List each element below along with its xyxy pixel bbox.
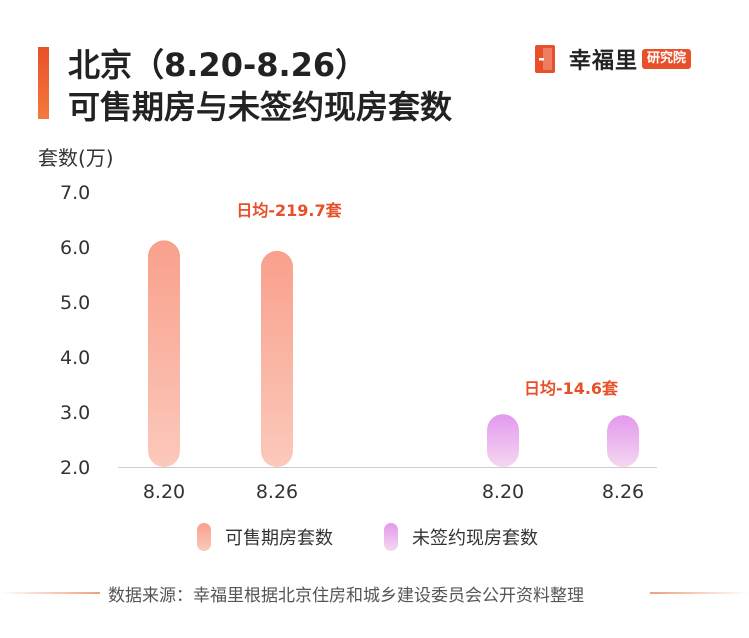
y-axis-label: 套数(万): [38, 146, 114, 170]
legend-item-unsigned: 未签约现房套数: [384, 522, 538, 552]
x-tick-label: 8.20: [143, 481, 185, 503]
page-subtitle: 可售期房与未签约现房套数: [68, 88, 453, 126]
bar-presale-8.26: [261, 250, 293, 467]
source-note: 数据来源：幸福里根据北京住房和城乡建设委员会公开资料整理: [108, 586, 584, 606]
footer-divider-right: [650, 592, 749, 594]
page-title: 北京（8.20-8.26）: [68, 46, 368, 84]
y-tick-label: 7.0: [60, 182, 90, 204]
bar-unsigned-8.20: [487, 414, 519, 467]
logo-badge: 研究院: [642, 49, 692, 69]
y-tick-label: 6.0: [60, 237, 90, 259]
legend-label-presale: 可售期房套数: [225, 528, 333, 549]
y-tick-label: 4.0: [60, 347, 90, 369]
y-tick-label: 5.0: [60, 292, 90, 314]
x-tick-label: 8.20: [482, 481, 524, 503]
legend-item-presale: 可售期房套数: [197, 522, 333, 552]
bar-presale-8.20: [148, 240, 180, 467]
brand-logo: 幸福里 研究院: [533, 42, 692, 76]
annotation-daily-avg: 日均-219.7套: [236, 201, 342, 220]
annotation-daily-avg: 日均-14.6套: [524, 379, 619, 398]
bar-chart: 7.0 6.0 5.0 4.0 3.0 2.0 8.20 8.26 日均-219.7套 8.20 8…: [60, 182, 657, 503]
legend-swatch-unsigned: [384, 523, 398, 551]
title-accent-bar: [38, 47, 49, 119]
legend-swatch-presale: [197, 523, 211, 551]
footer-divider-left: [0, 592, 100, 594]
bar-unsigned-8.26: [607, 415, 639, 467]
x-tick-label: 8.26: [602, 481, 644, 503]
y-tick-label: 2.0: [60, 457, 90, 479]
y-tick-label: 3.0: [60, 402, 90, 424]
door-logo-icon: [535, 45, 555, 73]
legend-label-unsigned: 未签约现房套数: [412, 528, 538, 549]
logo-name: 幸福里: [569, 49, 639, 74]
x-tick-label: 8.26: [256, 481, 298, 503]
